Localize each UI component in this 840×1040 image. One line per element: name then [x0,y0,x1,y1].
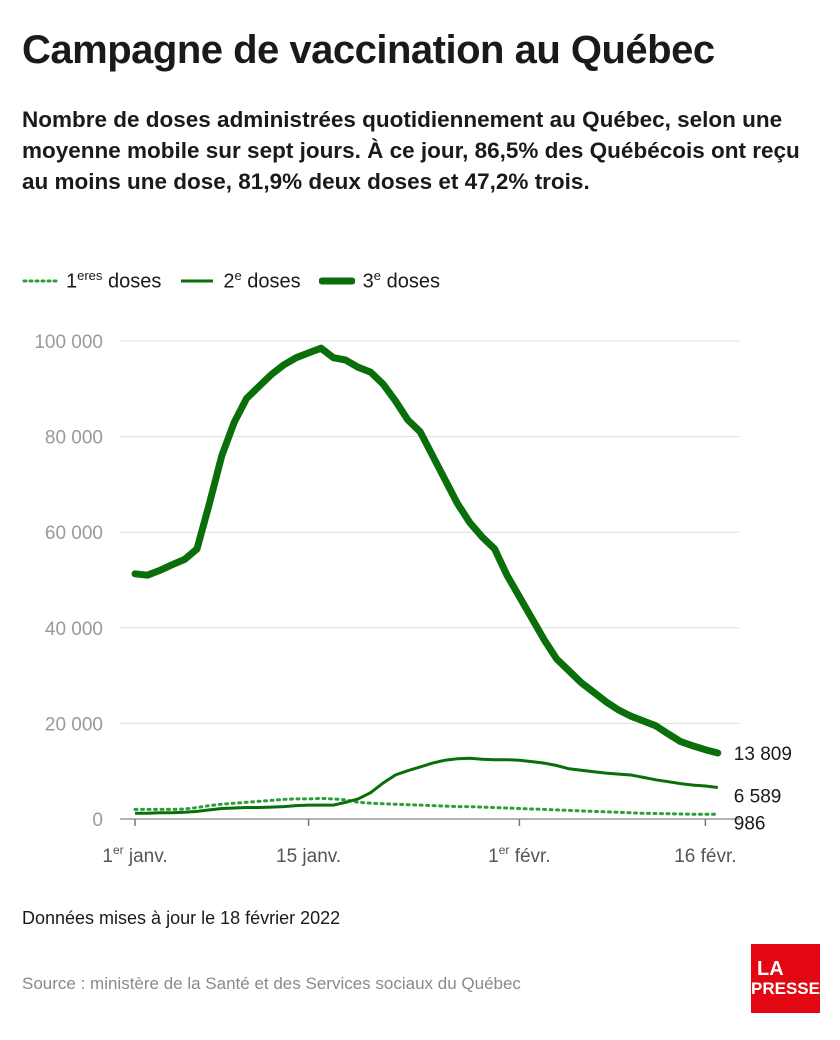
series-line-solid [135,756,718,815]
legend-swatch-dotted [22,279,58,283]
y-tick-label: 40 000 [45,619,103,640]
y-tick-label: 20 000 [45,714,103,735]
legend-label: 1eres doses [66,268,162,293]
x-tick-label: 1er janv. [102,843,167,867]
update-note: Données mises à jour le 18 février 2022 [22,908,341,928]
end-value-label: 6 589 [734,787,782,808]
y-tick-label: 0 [92,810,103,831]
legend-item-third-doses: 3e doses [318,268,440,294]
y-tick-label: 100 000 [34,332,103,353]
chart-legend: 1eres doses 2e doses 3e doses [22,266,440,296]
legend-label: 2e doses [223,268,301,293]
x-tick-label: 1er févr. [488,843,550,867]
la-presse-logo: LA PRESSE [751,944,820,1013]
series-line-dotted [133,796,720,816]
end-value-label: 13 809 [734,744,792,765]
y-tick-label: 60 000 [45,523,103,544]
x-tick-label: 16 févr. [674,846,736,867]
legend-swatch-thick [318,277,355,285]
chart-title: Campagne de vaccination au Québec [22,28,715,72]
x-tick-label: 15 janv. [276,846,341,867]
source-note: Source : ministère de la Santé et des Se… [22,974,521,993]
end-value-label: 986 [734,813,766,834]
line-chart: 0 20 000 40 000 60 000 80 000 100 000 1er janv… [34,332,792,867]
chart-subtitle: Nombre de doses administrées quotidienne… [22,107,800,194]
legend-label: 3e doses [362,268,440,293]
legend-swatch-solid [181,279,214,283]
legend-item-first-doses: 1eres doses [22,268,161,294]
legend-item-second-doses: 2e doses [179,268,301,294]
series-line-thick [131,344,722,757]
y-tick-label: 80 000 [45,428,103,449]
